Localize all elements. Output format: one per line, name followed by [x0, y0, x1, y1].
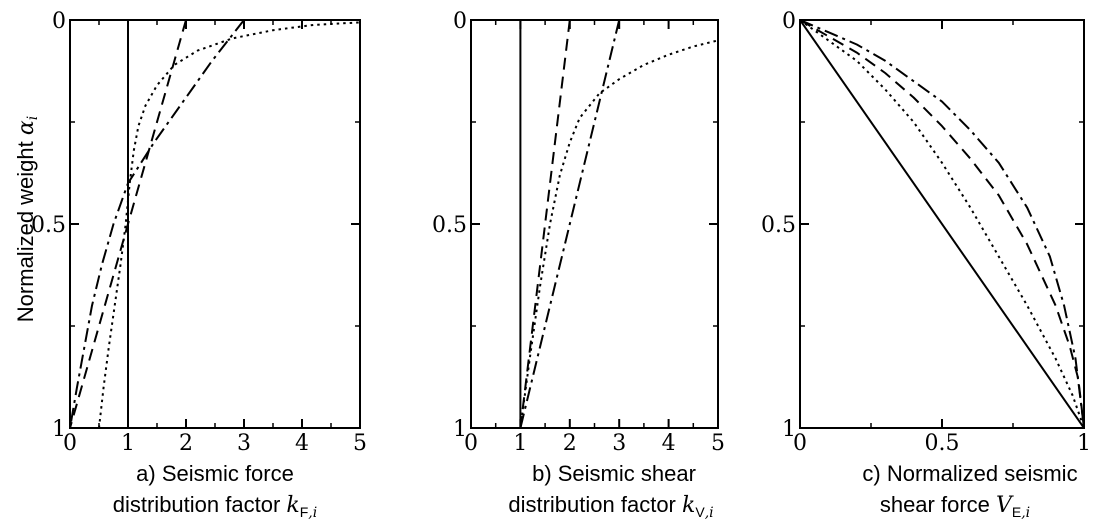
- panel-c-series-dotted: [800, 20, 1084, 428]
- panel-b-xtick-label: 3: [612, 431, 626, 456]
- panel-b-series-dashed: [519, 20, 571, 428]
- panel-c-ytick-label: 1: [782, 417, 796, 442]
- panel-a-series-dashed: [70, 20, 187, 428]
- panel-a-series-dashdot: [70, 20, 245, 428]
- panel-b-xtick-label: 5: [711, 431, 725, 456]
- panel-c-plot: 0 0.5 100.51: [761, 9, 1091, 456]
- panel-c-xtick-label: 0.5: [925, 431, 960, 456]
- panel-c-series-solid: [800, 20, 1084, 428]
- panel-a-series-dotted: [98, 21, 360, 428]
- panel-c-ytick-label: 0: [782, 9, 796, 34]
- panel-a-ytick-label: 0.5: [31, 213, 66, 238]
- panel-b-ytick-label: 1: [453, 417, 467, 442]
- panel-c-xtick-label: 1: [1077, 431, 1091, 456]
- panel-b-xtick-label: 1: [513, 431, 527, 456]
- panel-c-xtick-label: 0: [793, 431, 807, 456]
- panel-a-xtick-label: 4: [295, 431, 309, 456]
- panel-a-xtick-label: 3: [237, 431, 251, 456]
- panel-a-caption-line1: a) Seismic force: [136, 461, 294, 486]
- panel-b: 0 1 2 3 4 500.51 b) Seismic shear distributio…: [432, 9, 725, 521]
- panel-c-caption-line2: shear force VE,i: [880, 492, 1030, 521]
- panel-c-ytick-label: 0.5: [761, 213, 796, 238]
- panel-b-ytick-label: 0: [453, 9, 467, 34]
- panel-b-xtick-label: 0: [464, 431, 478, 456]
- panel-b-xtick-label: 2: [563, 431, 577, 456]
- panel-a-ytick-label: 1: [52, 417, 66, 442]
- panel-c-caption-line1: c) Normalized seismic: [862, 461, 1077, 486]
- panel-c-series-dashed: [800, 20, 1084, 428]
- panel-b-series-dotted: [519, 39, 718, 428]
- panel-b-series-dashdot: [519, 20, 621, 428]
- panel-a-xtick-label: 0: [63, 431, 77, 456]
- panel-b-xtick-label: 4: [662, 431, 676, 456]
- panel-a-xtick-label: 1: [121, 431, 135, 456]
- panel-b-ytick-label: 0.5: [432, 213, 467, 238]
- panel-b-plot: 0 1 2 3 4 500.51: [432, 9, 725, 456]
- panel-b-axes-frame: [470, 19, 719, 429]
- panel-a-xtick-label: 2: [179, 431, 193, 456]
- panel-c: 0 0.5 100.51 c) Normalized seismic shear f…: [761, 9, 1091, 521]
- panel-b-caption-line2: distribution factor kV,i: [508, 492, 713, 521]
- panel-a: 0 1 2 3 4 500.51 a) Seismic force distributio…: [31, 9, 367, 521]
- panel-a-caption-line2: distribution factor kF,i: [113, 492, 317, 521]
- panel-a-xtick-label: 5: [353, 431, 367, 456]
- panel-c-series-dashdot: [800, 20, 1084, 428]
- panel-a-ytick-label: 0: [52, 9, 66, 34]
- y-axis-label: Normalized weight αi: [13, 116, 41, 322]
- panel-b-caption-line1: b) Seismic shear: [532, 461, 696, 486]
- panel-a-plot: 0 1 2 3 4 500.51: [31, 9, 367, 456]
